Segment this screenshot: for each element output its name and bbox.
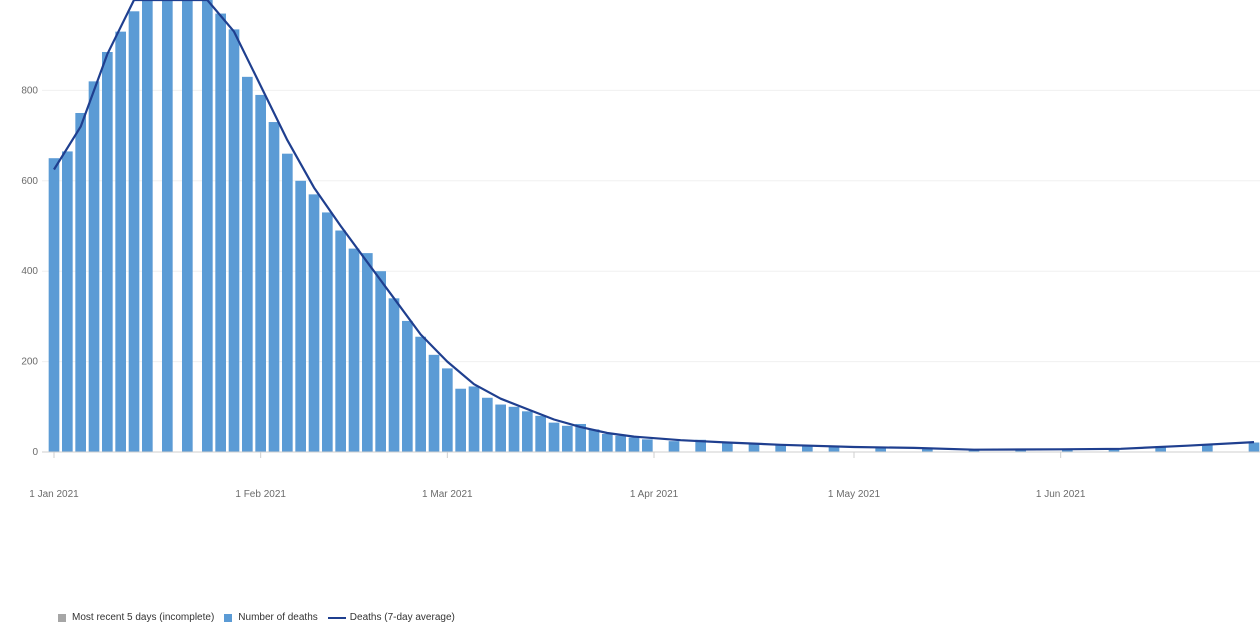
legend-item-recent[interactable]: Most recent 5 days (incomplete) — [58, 612, 214, 623]
bar[interactable] — [482, 397, 493, 452]
x-tick-label: 1 Apr 2021 — [630, 489, 679, 500]
bar[interactable] — [802, 446, 813, 452]
y-tick-label: 0 — [32, 447, 38, 458]
bar[interactable] — [508, 406, 520, 452]
bar[interactable] — [142, 0, 153, 452]
bar[interactable] — [62, 151, 73, 453]
bar[interactable] — [182, 0, 193, 452]
legend-item-average[interactable]: Deaths (7-day average) — [327, 612, 455, 623]
bar[interactable] — [1248, 442, 1260, 452]
bar[interactable] — [535, 415, 546, 452]
x-tick-label: 1 Feb 2021 — [235, 489, 286, 500]
bar[interactable] — [48, 158, 60, 452]
bar[interactable] — [575, 423, 586, 452]
y-tick-label: 600 — [21, 176, 38, 187]
bar[interactable] — [282, 153, 293, 452]
bar[interactable] — [1155, 446, 1166, 452]
bar[interactable] — [115, 31, 126, 452]
bar[interactable] — [548, 422, 560, 452]
bar[interactable] — [1202, 444, 1213, 452]
y-tick-label: 400 — [21, 266, 38, 277]
bar[interactable] — [428, 354, 440, 452]
legend-label-deaths: Number of deaths — [238, 612, 318, 623]
y-tick-label: 800 — [21, 85, 38, 96]
x-tick-label: 1 May 2021 — [828, 489, 881, 500]
bar[interactable] — [722, 442, 733, 452]
bar[interactable] — [128, 11, 140, 453]
legend-label-average: Deaths (7-day average) — [349, 612, 455, 623]
bar[interactable] — [748, 444, 760, 452]
bar[interactable] — [102, 51, 113, 452]
bar[interactable] — [375, 271, 386, 452]
bar[interactable] — [495, 404, 506, 452]
legend: Most recent 5 days (incomplete) Number o… — [58, 612, 465, 623]
bar[interactable] — [775, 445, 786, 452]
bar[interactable] — [348, 248, 360, 452]
bar[interactable] — [402, 320, 413, 452]
x-tick-label: 1 Jun 2021 — [1036, 489, 1086, 500]
y-tick-label: 200 — [21, 357, 38, 368]
bar[interactable] — [1015, 449, 1026, 452]
x-axis-ticks: 1 Jan 2021 1 Feb 2021 1 Mar 2021 1 Apr 2021… — [29, 452, 1086, 500]
bar[interactable] — [1062, 449, 1073, 452]
legend-swatch-recent — [58, 613, 66, 622]
legend-swatch-average — [327, 616, 346, 619]
bar[interactable] — [628, 437, 640, 452]
bar[interactable] — [455, 388, 466, 452]
bar[interactable] — [255, 94, 266, 453]
bar[interactable] — [442, 368, 453, 452]
bar[interactable] — [602, 433, 613, 452]
bar[interactable] — [88, 81, 100, 453]
bar[interactable] — [335, 230, 346, 452]
bar[interactable] — [615, 435, 626, 452]
legend-label-recent: Most recent 5 days (incomplete) — [72, 612, 215, 623]
legend-swatch-deaths — [224, 613, 233, 622]
bar[interactable] — [588, 429, 600, 452]
bar[interactable] — [642, 439, 653, 452]
series-line-7-day-average — [53, 0, 1255, 451]
bar[interactable] — [522, 411, 533, 452]
bars — [48, 0, 1260, 453]
bar[interactable] — [875, 447, 886, 452]
bar[interactable] — [362, 253, 373, 452]
bar[interactable] — [75, 113, 86, 452]
bar[interactable] — [468, 386, 480, 452]
bar[interactable] — [242, 76, 253, 452]
x-tick-label: 1 Jan 2021 — [29, 489, 79, 500]
bar[interactable] — [668, 441, 680, 452]
bar[interactable] — [828, 447, 840, 452]
legend-item-deaths[interactable]: Number of deaths — [224, 612, 318, 623]
x-tick-label: 1 Mar 2021 — [422, 489, 473, 500]
bar[interactable] — [308, 194, 320, 453]
bar[interactable] — [295, 180, 306, 453]
bar[interactable] — [202, 0, 213, 452]
bar[interactable] — [1108, 448, 1120, 452]
y-axis: 0 200 400 600 800 — [21, 85, 38, 458]
bar[interactable] — [162, 0, 173, 452]
deaths-chart: 0 200 400 600 800 1 Jan 2021 1 Feb 2021 1 Mar … — [21, 0, 1260, 500]
bar[interactable] — [562, 425, 573, 452]
bar[interactable] — [215, 13, 226, 453]
bar[interactable] — [322, 212, 333, 452]
bar[interactable] — [415, 336, 426, 452]
bar[interactable] — [922, 448, 933, 452]
bar[interactable] — [268, 122, 280, 452]
bar[interactable] — [388, 298, 400, 452]
bar[interactable] — [228, 29, 240, 452]
bar[interactable] — [695, 439, 706, 452]
